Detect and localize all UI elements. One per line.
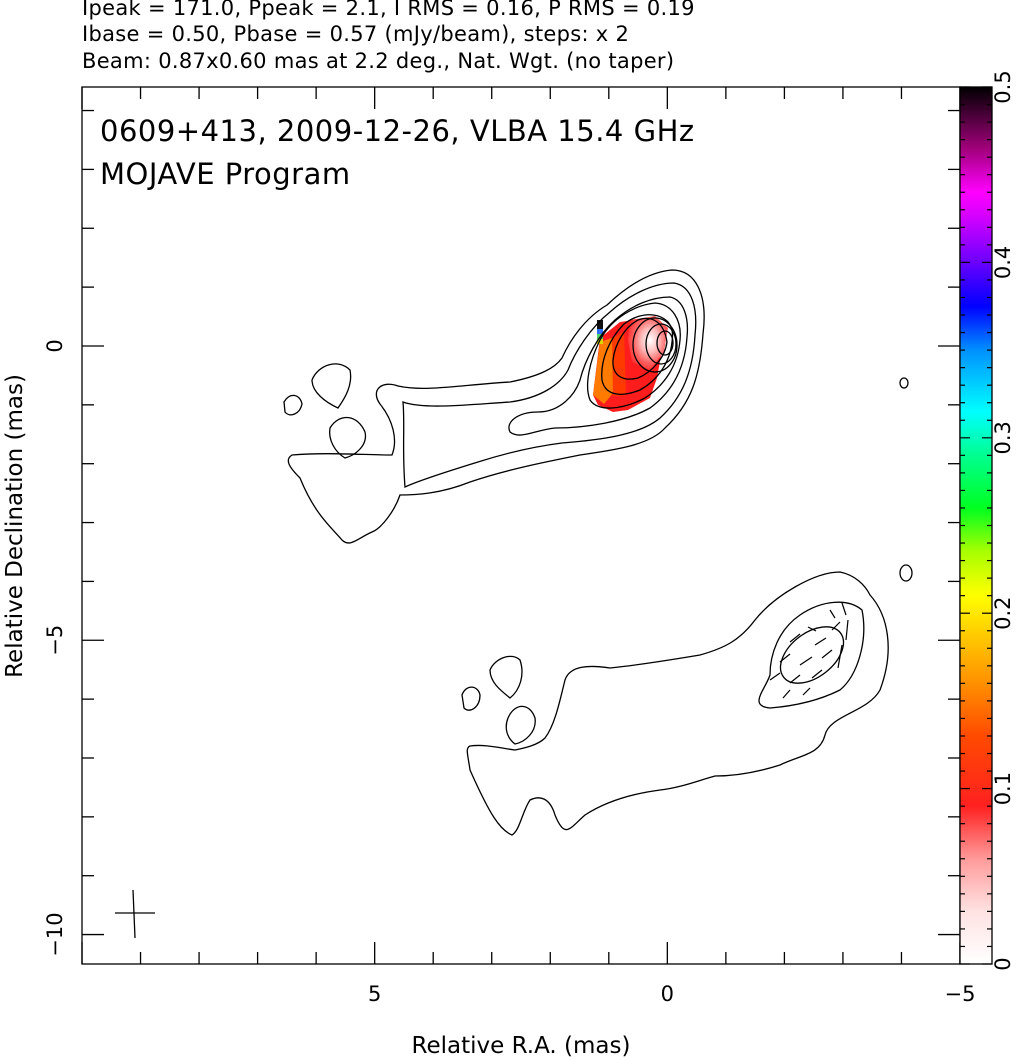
colorbar-tick-label: 0.5	[991, 70, 1015, 103]
contour-lower-level-3	[779, 626, 845, 684]
contour-level-4	[587, 302, 681, 409]
upper-contours	[283, 269, 909, 544]
contour-lower-islet-3	[461, 686, 481, 711]
chart-subtitle: MOJAVE Program	[100, 157, 351, 191]
contour-level-2	[402, 282, 697, 488]
contour-level-3	[508, 296, 689, 436]
contour-outer-lower	[466, 571, 889, 836]
x-tick-label: 5	[368, 982, 381, 1006]
lower-contours	[461, 564, 913, 836]
contour-islet-3	[283, 394, 303, 416]
colorbar-tick-label: 0.4	[991, 246, 1015, 279]
x-tick-labels: 5 0 −5	[368, 982, 976, 1006]
colorbar-tick-label: 0.2	[991, 596, 1015, 629]
header-line-2: Ibase = 0.50, Pbase = 0.57 (mJy/beam), s…	[82, 22, 630, 46]
contour-lower-islet-2	[505, 705, 536, 745]
colorbar-gradient	[960, 87, 992, 964]
chart-title: 0609+413, 2009-12-26, VLBA 15.4 GHz	[100, 114, 695, 148]
colorbar-tick-labels: 0 0.1 0.2 0.3 0.4 0.5	[991, 70, 1015, 970]
beam-marker	[115, 889, 155, 939]
y-tick-label: 0	[43, 339, 67, 352]
colorbar-ticks	[960, 86, 992, 965]
y-tick-label: −5	[43, 625, 67, 656]
header-line-3: Beam: 0.87x0.60 mas at 2.2 deg., Nat. Wg…	[82, 49, 675, 73]
contour-level-9	[656, 330, 674, 356]
y-axis-label: Relative Declination (mas)	[2, 374, 28, 678]
x-tick-label: −5	[945, 982, 976, 1006]
axis-ticks	[81, 87, 961, 964]
contour-islet-4	[899, 377, 909, 389]
contour-outer-upper	[287, 269, 705, 544]
contour-lower-islet-1	[489, 655, 523, 699]
x-axis-label: Relative R.A. (mas)	[412, 1033, 631, 1059]
contour-lower-level-2	[758, 601, 865, 709]
y-tick-label: −10	[43, 912, 67, 956]
evpa-vectors	[769, 602, 849, 699]
contour-level-7	[632, 317, 678, 373]
colorbar-tick-label: 0.1	[991, 772, 1015, 805]
contour-lower-islet-4	[899, 564, 913, 582]
contour-islet-2	[329, 416, 367, 459]
contour-level-8	[645, 323, 677, 365]
colorbar-tick-label: 0	[991, 957, 1015, 970]
plot-frame	[81, 86, 961, 965]
contour-islet-1	[311, 363, 352, 409]
colorbar-tick-label: 0.3	[991, 421, 1015, 454]
header-line-1: Ipeak = 171.0, Ppeak = 2.1, I RMS = 0.16…	[82, 0, 695, 20]
y-tick-labels: 0 −5 −10	[43, 339, 67, 956]
x-tick-label: 0	[661, 982, 674, 1006]
